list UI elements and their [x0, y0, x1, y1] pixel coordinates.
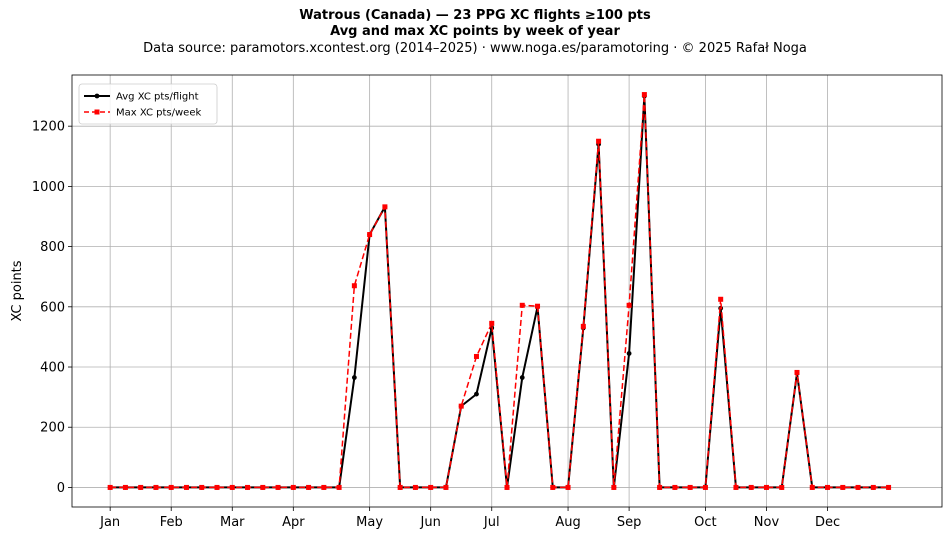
data-point	[153, 484, 159, 490]
data-point	[122, 484, 128, 490]
chart-source: Data source: paramotors.xcontest.org (20…	[143, 41, 807, 56]
data-point	[565, 484, 571, 490]
data-point	[794, 369, 800, 375]
legend-box	[78, 83, 218, 125]
data-point	[336, 484, 342, 490]
chart-title: Watrous (Canada) — 23 PPG XC flights ≥10…	[299, 8, 651, 23]
y-tick-label: 400	[40, 361, 65, 376]
data-point	[840, 484, 846, 490]
legend-label: Avg XC pts/flight	[116, 92, 199, 103]
data-point	[290, 484, 296, 490]
data-point	[672, 484, 678, 490]
data-point	[489, 320, 495, 326]
x-tick-label: Jun	[420, 515, 441, 530]
x-tick-label: Jan	[99, 515, 120, 530]
data-point	[641, 92, 647, 98]
data-point	[809, 484, 815, 490]
chart-title-block: Watrous (Canada) — 23 PPG XC flights ≥10…	[0, 8, 950, 58]
data-point	[107, 484, 113, 490]
x-tick-label: Aug	[555, 515, 580, 530]
data-point	[275, 484, 281, 490]
data-point	[199, 484, 205, 490]
data-point	[748, 484, 754, 490]
grid	[72, 75, 942, 507]
data-point	[718, 296, 724, 302]
data-point	[214, 484, 220, 490]
data-point	[351, 375, 357, 380]
data-point	[229, 484, 235, 490]
x-tick-label: Nov	[754, 515, 780, 530]
legend-marker	[94, 109, 100, 115]
data-point	[519, 375, 525, 380]
chart-subtitle: Avg and max XC points by week of year	[330, 24, 620, 39]
data-point	[550, 484, 556, 490]
data-point	[367, 232, 373, 238]
data-point	[825, 484, 831, 490]
series-layer	[107, 92, 892, 490]
x-tick-label: Feb	[160, 515, 183, 530]
data-point	[763, 484, 769, 490]
data-point	[580, 323, 586, 329]
data-point	[245, 484, 251, 490]
y-tick-label: 0	[57, 481, 65, 496]
data-point	[855, 484, 861, 490]
data-point	[626, 302, 632, 308]
data-point	[321, 484, 327, 490]
data-point	[138, 484, 144, 490]
x-tick-label: Jul	[483, 515, 500, 530]
data-point	[702, 484, 708, 490]
x-tick-label: Sep	[617, 515, 642, 530]
data-point	[611, 484, 617, 490]
series-max	[107, 92, 892, 490]
data-point	[473, 353, 479, 359]
series-line	[110, 95, 889, 489]
data-point	[428, 484, 434, 490]
series-avg	[107, 93, 891, 490]
data-point	[474, 391, 479, 397]
y-axis-label: XC points	[10, 260, 25, 321]
data-point	[168, 484, 174, 490]
data-point	[886, 484, 892, 490]
data-point	[626, 351, 632, 356]
axis-ticks: Jan Feb Mar Apr May Jun Jul Aug Sep Oct Nov Dec 0 200…	[32, 120, 840, 530]
data-point	[657, 484, 663, 490]
y-tick-label: 800	[40, 240, 65, 255]
x-tick-label: May	[356, 515, 383, 530]
legend-marker	[94, 93, 100, 99]
y-tick-label: 1000	[32, 180, 65, 195]
data-point	[351, 283, 357, 289]
data-point	[596, 138, 602, 144]
data-point	[535, 303, 541, 309]
y-tick-label: 1200	[32, 120, 65, 135]
x-tick-label: Mar	[220, 515, 245, 530]
data-point	[779, 484, 785, 490]
data-point	[504, 484, 510, 490]
data-point	[306, 484, 312, 490]
data-point	[260, 484, 266, 490]
plot-frame	[71, 74, 943, 508]
series-line	[110, 93, 889, 489]
data-point	[183, 484, 189, 490]
legend: Avg XC pts/flight Max XC pts/week	[78, 83, 218, 125]
data-point	[397, 484, 403, 490]
data-point	[382, 204, 388, 210]
data-point	[870, 484, 876, 490]
data-point	[458, 403, 464, 409]
data-point	[687, 484, 693, 490]
y-tick-label: 600	[40, 300, 65, 315]
data-point	[412, 484, 418, 490]
legend-label: Max XC pts/week	[116, 108, 201, 119]
data-point	[519, 302, 525, 308]
x-tick-label: Apr	[282, 515, 305, 530]
data-point	[443, 484, 449, 490]
x-tick-label: Oct	[694, 515, 716, 530]
y-tick-label: 200	[40, 421, 65, 436]
data-point	[733, 484, 739, 490]
x-tick-label: Dec	[815, 515, 840, 530]
